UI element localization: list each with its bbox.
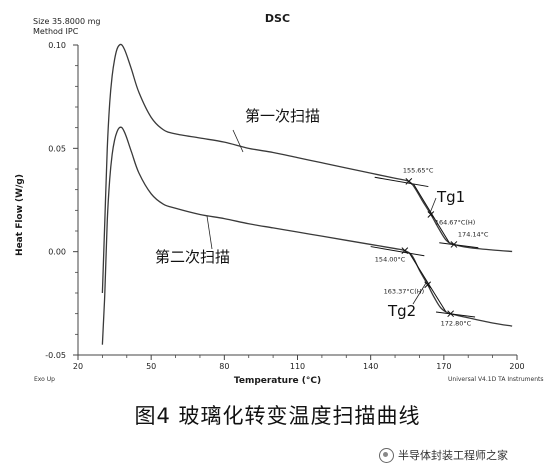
x-tick-label: 110 bbox=[290, 362, 305, 371]
y-tick-label: 0.00 bbox=[48, 248, 66, 257]
tangent-line bbox=[439, 242, 479, 249]
x-tick-label: 80 bbox=[219, 362, 229, 371]
figure-caption: 图4 玻璃化转变温度扫描曲线 bbox=[134, 404, 421, 428]
x-tick-label: 50 bbox=[146, 362, 156, 371]
x-tick-label: 200 bbox=[509, 362, 524, 371]
annotation-marker bbox=[401, 247, 409, 254]
series-label-second-scan: 第二次扫描 bbox=[155, 248, 230, 266]
annotation-marker bbox=[424, 281, 432, 289]
annotation-label: 163.37°C(H) bbox=[384, 288, 425, 296]
y-tick-label: -0.05 bbox=[45, 351, 66, 360]
tg1-label: Tg1 bbox=[436, 188, 465, 206]
tg2-leader-line bbox=[412, 282, 427, 305]
software-label: Universal V4.1D TA Instruments bbox=[448, 376, 544, 383]
y-tick-label: 0.05 bbox=[48, 144, 66, 153]
wechat-icon bbox=[379, 447, 394, 463]
series-leader-line bbox=[206, 215, 213, 250]
annotation-label: 154.00°C bbox=[375, 256, 406, 264]
method-text: Method IPC bbox=[33, 27, 79, 36]
y-tick-label: 0.10 bbox=[48, 41, 66, 50]
series-leader-line bbox=[232, 129, 244, 153]
annotation-label: 174.14°C bbox=[458, 230, 489, 238]
tangent-line bbox=[374, 176, 429, 188]
tangent-line bbox=[370, 246, 425, 257]
x-axis-label: Temperature (°C) bbox=[233, 376, 322, 386]
x-tick-label: 20 bbox=[73, 362, 83, 371]
watermark: 半导体封装工程师之家 bbox=[379, 447, 508, 463]
annotation-label: 164.67°C(H) bbox=[435, 218, 476, 226]
dsc-chart: 20 50 80 110 140 170 200 -0.05 0.00 0.05 0.10 155.6… bbox=[45, 41, 524, 371]
exo-up-label: Exo Up bbox=[34, 376, 55, 383]
tg2-label: Tg2 bbox=[387, 302, 416, 320]
x-tick-label: 140 bbox=[363, 362, 378, 371]
annotation-label: 172.80°C bbox=[441, 320, 472, 328]
series-label-first-scan: 第一次扫描 bbox=[245, 107, 320, 125]
annotation-marker bbox=[450, 241, 458, 248]
annotation-marker bbox=[405, 178, 413, 185]
watermark-text: 半导体封装工程师之家 bbox=[398, 449, 508, 462]
annotation-marker bbox=[447, 310, 455, 318]
chart-title: DSC bbox=[264, 12, 291, 25]
series-line-2 bbox=[101, 126, 513, 345]
tangent-line bbox=[435, 311, 476, 318]
tangent-line bbox=[409, 253, 447, 312]
annotation-label: 155.65°C bbox=[403, 166, 434, 174]
sample-size-text: Size 35.8000 mg bbox=[33, 17, 101, 26]
tg1-leader-line bbox=[429, 197, 437, 214]
series-line-1 bbox=[101, 43, 513, 294]
annotation-marker bbox=[427, 211, 435, 218]
x-tick-label: 170 bbox=[436, 362, 451, 371]
